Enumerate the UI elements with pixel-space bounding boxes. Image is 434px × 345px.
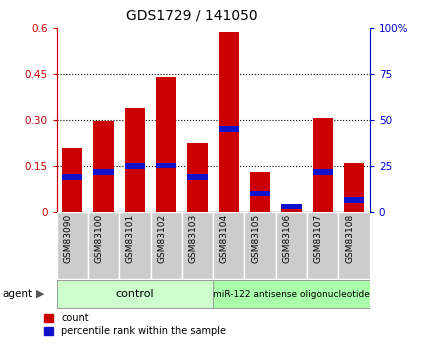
Bar (156, 162, 176, 168)
Text: GSM83102: GSM83102 (157, 214, 166, 263)
Bar (218, 126, 238, 132)
Bar (244, 212, 275, 279)
Bar (181, 212, 213, 279)
Text: agent: agent (2, 289, 32, 299)
Bar (56, 280, 213, 308)
Text: GSM83108: GSM83108 (344, 214, 353, 264)
Bar (343, 163, 363, 212)
Bar (343, 197, 363, 203)
Bar (93, 121, 113, 212)
Legend: count, percentile rank within the sample: count, percentile rank within the sample (39, 309, 230, 340)
Bar (150, 212, 181, 279)
Bar (119, 212, 150, 279)
Text: GSM83090: GSM83090 (63, 214, 72, 264)
Bar (125, 108, 145, 212)
Bar (281, 204, 301, 209)
Bar (250, 191, 270, 197)
Bar (281, 207, 301, 212)
Text: GSM83104: GSM83104 (219, 214, 228, 263)
Text: miR-122 antisense oligonucleotide: miR-122 antisense oligonucleotide (213, 289, 369, 299)
Bar (156, 77, 176, 212)
Bar (93, 169, 113, 175)
Bar (213, 280, 369, 308)
Bar (275, 212, 306, 279)
Bar (62, 148, 82, 212)
Text: GSM83105: GSM83105 (250, 214, 260, 264)
Bar (218, 32, 238, 212)
Bar (306, 212, 338, 279)
Bar (88, 212, 119, 279)
Text: GSM83103: GSM83103 (188, 214, 197, 264)
Bar (125, 163, 145, 169)
Text: GSM83106: GSM83106 (282, 214, 291, 264)
Bar (187, 174, 207, 179)
Bar (250, 172, 270, 212)
Text: ▶: ▶ (36, 289, 45, 299)
Text: control: control (115, 289, 154, 299)
Bar (213, 212, 244, 279)
Text: GSM83107: GSM83107 (313, 214, 322, 264)
Bar (312, 169, 332, 175)
Bar (62, 174, 82, 179)
Bar (56, 212, 88, 279)
Bar (312, 118, 332, 212)
Text: GSM83100: GSM83100 (94, 214, 103, 264)
Bar (338, 212, 369, 279)
Text: GDS1729 / 141050: GDS1729 / 141050 (125, 9, 256, 23)
Text: GSM83101: GSM83101 (125, 214, 135, 264)
Bar (187, 143, 207, 212)
